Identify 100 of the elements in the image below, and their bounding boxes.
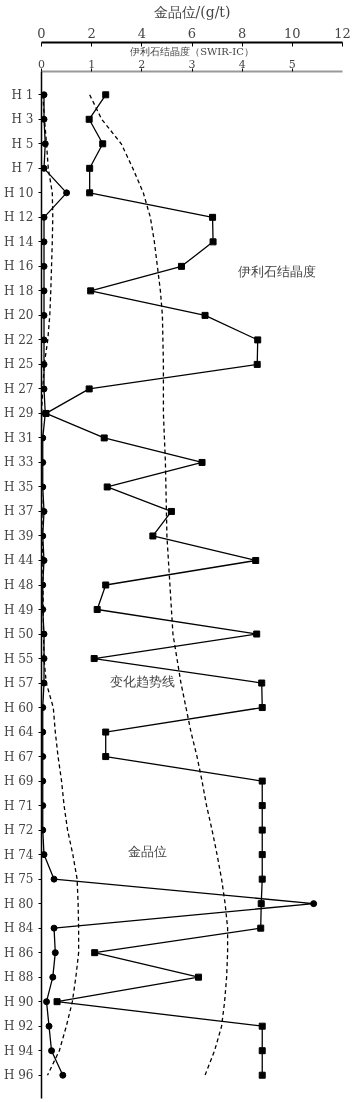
- y-tick-label: H 80: [3, 896, 34, 911]
- y-tick-label: H 31: [3, 430, 34, 445]
- point: [51, 949, 59, 957]
- point: [198, 458, 206, 466]
- point: [257, 900, 265, 908]
- y-tick-label: H 29: [3, 406, 34, 421]
- point: [41, 777, 47, 785]
- point: [50, 875, 58, 883]
- annotation: 伊利石结晶度: [237, 264, 316, 279]
- point: [149, 532, 157, 540]
- x-tick-label: 6: [187, 25, 197, 41]
- point: [258, 679, 266, 687]
- point: [41, 728, 47, 736]
- point: [103, 483, 111, 491]
- point: [45, 1022, 53, 1030]
- point: [310, 900, 318, 908]
- point: [41, 311, 48, 319]
- x2-tick-label: 0: [38, 57, 45, 71]
- point: [41, 336, 48, 344]
- x2-tick-label: 5: [288, 57, 296, 71]
- point: [91, 949, 99, 957]
- point: [209, 213, 217, 221]
- point: [41, 238, 48, 246]
- point: [252, 556, 260, 564]
- point: [41, 385, 48, 393]
- x-axis-title: 金品位/(g/t): [153, 3, 231, 20]
- annotation: 变化趋势线: [109, 674, 175, 689]
- point: [258, 851, 266, 859]
- y-tick-label: H 96: [3, 1068, 34, 1083]
- point: [41, 851, 48, 859]
- point: [41, 704, 47, 712]
- y-tick-label: H 72: [3, 823, 34, 838]
- point: [41, 557, 48, 564]
- y-tick-label: H 86: [3, 945, 34, 960]
- x-tick-label: 12: [334, 25, 351, 41]
- point: [41, 802, 47, 810]
- y-tick-label: H 44: [3, 553, 34, 568]
- y-tick-label: H 88: [3, 970, 34, 985]
- point: [85, 385, 93, 393]
- point: [41, 507, 48, 515]
- point: [100, 434, 108, 442]
- y-tick-label: H 67: [3, 749, 34, 764]
- point: [53, 998, 61, 1006]
- point: [258, 802, 266, 810]
- point: [41, 826, 47, 834]
- y-tick-label: H 25: [3, 357, 34, 372]
- x2-tick-label: 2: [138, 57, 146, 71]
- y-tick-label: H 18: [3, 283, 34, 298]
- point: [254, 336, 262, 344]
- point: [43, 998, 51, 1006]
- point: [41, 262, 48, 270]
- point: [41, 679, 48, 687]
- x2-tick-label: 4: [238, 57, 246, 71]
- point: [258, 777, 266, 785]
- point: [102, 728, 110, 736]
- x2-axis-title: 伊利石结晶度（SWIR-IC）: [130, 45, 254, 57]
- point: [41, 213, 48, 221]
- y-tick-label: H 48: [3, 578, 34, 592]
- annotation: 金品位: [127, 844, 167, 859]
- point: [41, 140, 49, 148]
- point: [41, 164, 48, 172]
- point: [102, 91, 110, 99]
- point: [86, 189, 94, 197]
- point: [87, 287, 95, 295]
- point: [177, 262, 185, 270]
- point: [49, 973, 57, 981]
- point: [253, 630, 261, 638]
- y-tick-label: H 12: [3, 210, 34, 225]
- y-tick-label: H 64: [3, 725, 34, 740]
- y-tick-label: H 14: [3, 234, 34, 249]
- point: [48, 1047, 56, 1055]
- point: [195, 973, 203, 981]
- y-tick-label: H 16: [3, 259, 34, 274]
- point: [41, 655, 48, 663]
- point: [99, 140, 107, 148]
- y-tick-label: H 49: [3, 602, 34, 617]
- y-tick-label: H 90: [3, 994, 34, 1009]
- point: [258, 875, 266, 883]
- x-tick-label: 2: [87, 25, 96, 41]
- point: [41, 458, 47, 466]
- point: [41, 483, 47, 491]
- point: [50, 924, 58, 932]
- point: [257, 924, 265, 932]
- point: [41, 287, 48, 295]
- y-tick-label: H 27: [3, 381, 34, 396]
- point: [102, 753, 110, 761]
- x-tick-label: 0: [37, 25, 46, 41]
- y-tick-label: H 37: [3, 504, 34, 519]
- y-tick-label: H 33: [3, 455, 34, 470]
- y-tick-label: H 57: [3, 676, 34, 691]
- point: [93, 606, 101, 614]
- x2-tick-label: 1: [88, 57, 96, 71]
- point: [41, 115, 48, 123]
- point: [41, 360, 48, 368]
- y-tick-label: H 55: [3, 651, 34, 666]
- point: [59, 1071, 67, 1079]
- y-tick-label: H 74: [3, 847, 34, 862]
- y-tick-label: H 7: [11, 161, 34, 176]
- point: [41, 753, 47, 761]
- point: [102, 581, 110, 589]
